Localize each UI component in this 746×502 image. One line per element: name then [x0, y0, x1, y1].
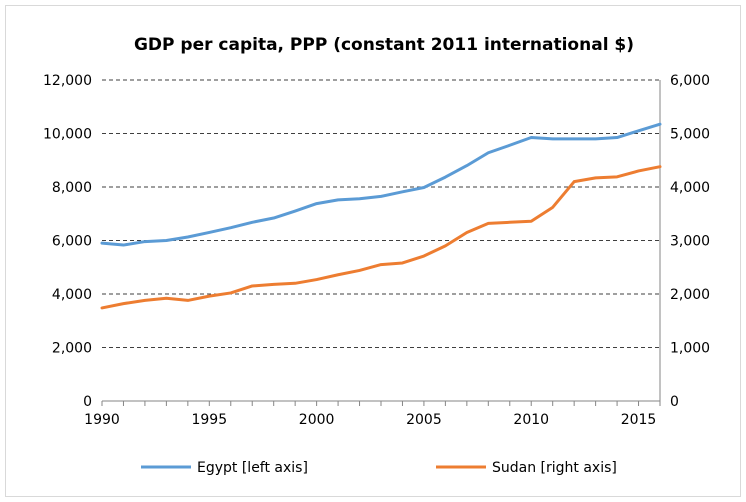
legend: Egypt [left axis] Sudan [right axis] [141, 460, 617, 476]
y-right-tick-label: 6,000 [670, 73, 710, 89]
series-line-sudan [100, 165, 662, 310]
chart: GDP per capita, PPP (constant 2011 inter… [43, 35, 710, 476]
series-line-egypt [100, 122, 662, 247]
y-right-tick-label: 5,000 [670, 127, 710, 143]
y-left-tick-label: 10,000 [43, 127, 92, 143]
x-tick-label: 1995 [191, 412, 227, 428]
gridlines [102, 79, 660, 348]
series-lines [100, 122, 662, 310]
legend-label-egypt: Egypt [left axis] [197, 460, 308, 476]
y-right-tick-label: 0 [670, 394, 679, 410]
y-left-tick-label: 6,000 [52, 234, 92, 250]
y-left-tick-label: 4,000 [52, 287, 92, 303]
chart-title: GDP per capita, PPP (constant 2011 inter… [134, 35, 634, 55]
y-left-tick-label: 8,000 [52, 180, 92, 196]
y-right-tick-label: 2,000 [670, 287, 710, 303]
x-tick-label: 2010 [513, 412, 549, 428]
y-right-tick-label: 3,000 [670, 234, 710, 250]
y-left-tick-label: 12,000 [43, 73, 92, 89]
x-tick-label: 1990 [84, 412, 120, 428]
axes: 0 0 2,000 1,000 4,000 2,000 6,000 3,000 8,000 4,0… [43, 73, 710, 428]
legend-label-sudan: Sudan [right axis] [492, 460, 617, 476]
y-left-tick-label: 2,000 [52, 341, 92, 357]
x-tick-label: 2005 [406, 412, 442, 428]
y-right-tick-label: 4,000 [670, 180, 710, 196]
x-tick-label: 2015 [621, 412, 657, 428]
x-tick-label: 2000 [299, 412, 335, 428]
y-right-tick-label: 1,000 [670, 341, 710, 357]
chart-frame: GDP per capita, PPP (constant 2011 inter… [5, 5, 741, 497]
y-left-tick-label: 0 [83, 394, 92, 410]
